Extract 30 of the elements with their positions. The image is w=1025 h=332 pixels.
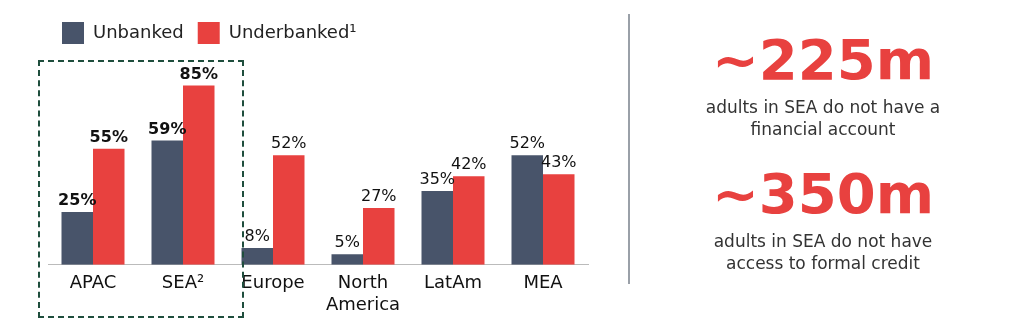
data-label: 35% [419, 169, 456, 189]
bar [61, 212, 93, 265]
text: ~225m [710, 27, 936, 92]
legend-label: Underbanked¹ [228, 20, 357, 42]
bar [241, 247, 273, 265]
data-label: 8% [244, 226, 270, 246]
data-label: 5% [334, 232, 360, 252]
bar [543, 174, 575, 265]
legend-label: Unbanked [93, 20, 184, 42]
x-tick-label: SEA² [161, 271, 205, 293]
x-tick-label: MEA [523, 271, 564, 293]
bar [363, 207, 395, 265]
data-label: 55% [89, 127, 128, 147]
bar [511, 155, 543, 265]
data-label: 52% [270, 133, 307, 153]
bar [273, 155, 305, 265]
bar [151, 140, 183, 265]
bar [421, 191, 453, 265]
text: adults in SEA do not have a financial account [704, 96, 942, 140]
x-tick-label: North America [325, 271, 401, 314]
data-label: 52% [509, 133, 546, 153]
data-label: 27% [360, 186, 397, 206]
text: adults in SEA do not have access to formal credit [712, 230, 934, 274]
x-tick-label: Europe [241, 271, 305, 293]
x-tick-label: LatAm [424, 271, 482, 293]
bar [331, 254, 363, 265]
bar [453, 176, 485, 265]
text: ~350m [710, 161, 936, 226]
data-label: 85% [179, 63, 218, 83]
x-tick-label: APAC [69, 271, 117, 293]
